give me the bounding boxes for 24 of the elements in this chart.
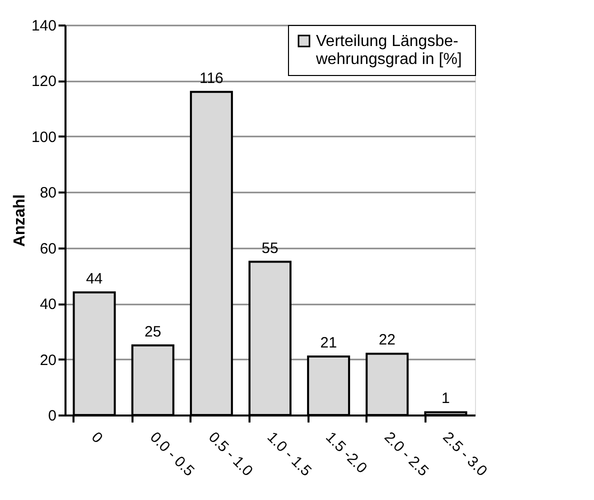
y-tick-label: 100 (31, 128, 56, 146)
x-tick-label: 2.5 - 3.0 (439, 428, 490, 480)
x-tick-label: 0.5 - 1.0 (205, 428, 256, 480)
x-tick-label: 0 (88, 428, 106, 447)
y-tick-label: 140 (31, 18, 56, 34)
legend-label: Verteilung Längsbe- wehrungsgrad in [%] (315, 33, 462, 68)
data-label: 55 (262, 240, 278, 257)
y-tick-label: 120 (31, 73, 56, 90)
x-tick-label: 1.0 - 1.5 (264, 428, 315, 480)
y-axis-title: Anzahl (11, 194, 28, 247)
data-label: 44 (86, 270, 103, 288)
data-label: 21 (320, 334, 337, 352)
y-tick-label: 20 (40, 352, 56, 369)
data-label: 25 (144, 323, 162, 340)
data-label: 116 (199, 70, 224, 87)
x-tick-label: 2.0 - 2.5 (380, 428, 432, 480)
y-tick-label: 60 (40, 240, 56, 258)
data-label: 1 (442, 390, 450, 408)
data-label: 22 (378, 332, 396, 349)
y-tick-label: 40 (40, 296, 56, 314)
y-tick-label: 0 (48, 408, 56, 424)
x-tick-label: 0.0 - 0.5 (146, 428, 198, 480)
y-tick-label: 80 (40, 184, 56, 202)
x-tick-label: 1.5 -2.0 (322, 428, 370, 477)
